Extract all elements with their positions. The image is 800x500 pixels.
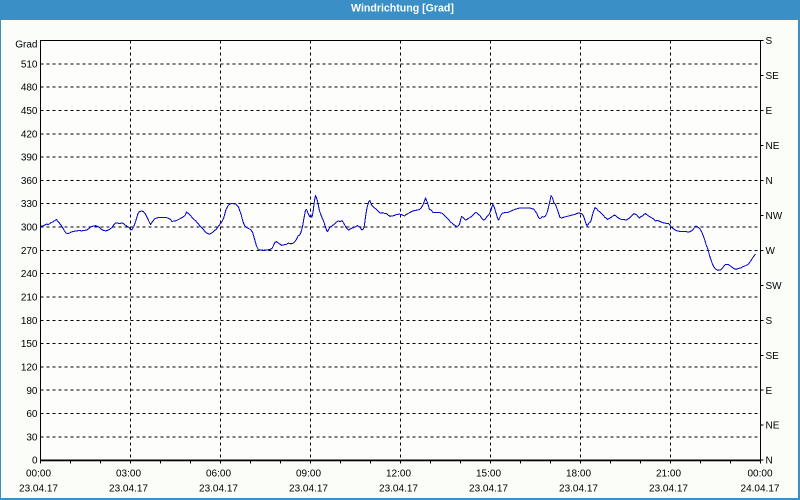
svg-text:E: E xyxy=(766,386,773,397)
svg-text:180: 180 xyxy=(21,316,38,327)
svg-text:N: N xyxy=(766,456,773,467)
svg-text:90: 90 xyxy=(26,386,38,397)
svg-text:E: E xyxy=(766,106,773,117)
svg-text:NE: NE xyxy=(766,421,780,432)
svg-text:300: 300 xyxy=(21,223,38,234)
svg-text:450: 450 xyxy=(21,106,38,117)
svg-text:W: W xyxy=(766,246,776,257)
svg-text:23.04.17: 23.04.17 xyxy=(289,483,328,494)
svg-text:330: 330 xyxy=(21,199,38,210)
svg-text:210: 210 xyxy=(21,293,38,304)
svg-text:N: N xyxy=(766,176,773,187)
svg-text:SW: SW xyxy=(766,281,783,292)
svg-text:23.04.17: 23.04.17 xyxy=(559,483,598,494)
svg-text:15:00: 15:00 xyxy=(476,469,501,480)
svg-text:23.04.17: 23.04.17 xyxy=(109,483,148,494)
svg-text:Grad: Grad xyxy=(15,40,37,51)
svg-text:23.04.17: 23.04.17 xyxy=(199,483,238,494)
svg-text:00:00: 00:00 xyxy=(26,469,51,480)
svg-text:S: S xyxy=(766,316,773,327)
svg-text:03:00: 03:00 xyxy=(116,469,141,480)
svg-text:150: 150 xyxy=(21,339,38,350)
svg-text:06:00: 06:00 xyxy=(206,469,231,480)
svg-text:360: 360 xyxy=(21,176,38,187)
svg-text:S: S xyxy=(766,36,773,47)
svg-text:480: 480 xyxy=(21,83,38,94)
svg-text:120: 120 xyxy=(21,362,38,373)
svg-text:0: 0 xyxy=(32,456,38,467)
svg-text:09:00: 09:00 xyxy=(296,469,321,480)
svg-text:510: 510 xyxy=(21,59,38,70)
svg-text:NW: NW xyxy=(766,211,783,222)
svg-text:18:00: 18:00 xyxy=(566,469,591,480)
svg-text:Windrichtung [Grad]: Windrichtung [Grad] xyxy=(351,2,454,14)
svg-text:21:00: 21:00 xyxy=(656,469,681,480)
svg-text:420: 420 xyxy=(21,129,38,140)
svg-text:390: 390 xyxy=(21,153,38,164)
svg-text:SE: SE xyxy=(766,71,780,82)
svg-text:60: 60 xyxy=(26,409,38,420)
svg-text:NE: NE xyxy=(766,141,780,152)
svg-text:30: 30 xyxy=(26,432,38,443)
svg-text:23.04.17: 23.04.17 xyxy=(379,483,418,494)
svg-text:270: 270 xyxy=(21,246,38,257)
svg-text:SE: SE xyxy=(766,351,780,362)
svg-text:23.04.17: 23.04.17 xyxy=(19,483,58,494)
svg-text:23.04.17: 23.04.17 xyxy=(649,483,688,494)
svg-text:24.04.17: 24.04.17 xyxy=(741,483,780,494)
svg-text:23.04.17: 23.04.17 xyxy=(469,483,508,494)
svg-text:12:00: 12:00 xyxy=(386,469,411,480)
svg-text:00:00: 00:00 xyxy=(747,469,772,480)
svg-text:240: 240 xyxy=(21,269,38,280)
